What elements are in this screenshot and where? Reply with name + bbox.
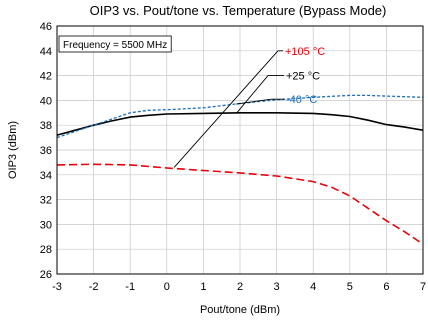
- legend-leader-0: [173, 50, 283, 168]
- legend: +105 °C +25 °C -40 °C: [173, 46, 325, 168]
- y-tick-label: 36: [40, 145, 52, 157]
- legend-leader-1: [235, 75, 284, 114]
- x-tick-label: 3: [274, 281, 280, 293]
- plot-frame: [56, 25, 424, 275]
- x-tick-label: 7: [420, 281, 426, 293]
- chart-title: OIP3 vs. Pout/tone vs. Temperature (Bypa…: [90, 3, 387, 18]
- frequency-annotation: Frequency = 5500 MHz: [58, 35, 172, 53]
- legend-leader-2: [236, 98, 284, 105]
- y-tick-label: 42: [40, 71, 52, 83]
- x-tick-label: 6: [383, 281, 389, 293]
- y-tick-label: 46: [40, 21, 52, 33]
- y-tick-labels: 26 28 30 32 34 36 38 40 42 44 46: [40, 21, 52, 281]
- x-tick-label: -1: [125, 281, 135, 293]
- series-line-2: [56, 94, 424, 139]
- x-tick-label: 2: [237, 281, 243, 293]
- x-tick-label: 0: [164, 281, 170, 293]
- x-axis-title: Pout/tone (dBm): [200, 304, 280, 316]
- legend-entry-1: +25 °C: [286, 71, 320, 83]
- annotation-box: [58, 35, 172, 53]
- legend-entry-0: +105 °C: [285, 46, 325, 58]
- series-line-1: [56, 112, 424, 136]
- y-tick-label: 32: [40, 195, 52, 207]
- x-tick-label: -3: [52, 281, 62, 293]
- grid-lines: [56, 25, 424, 275]
- series-line-0: [56, 163, 424, 245]
- x-tick-label: -2: [89, 281, 99, 293]
- y-tick-label: 26: [40, 269, 52, 281]
- y-tick-label: 38: [40, 120, 52, 132]
- annotation-text: Frequency = 5500 MHz: [63, 40, 167, 51]
- y-tick-label: 30: [40, 219, 52, 231]
- x-tick-label: 4: [310, 281, 316, 293]
- x-tick-label: 5: [347, 281, 353, 293]
- legend-entry-2: -40 °C: [286, 94, 317, 106]
- series-layer: [56, 94, 424, 245]
- y-tick-label: 34: [40, 170, 52, 182]
- x-tick-label: 1: [200, 281, 206, 293]
- x-tick-labels: -3 -2 -1 0 1 2 3 4 5 6 7: [52, 281, 426, 293]
- y-tick-label: 28: [40, 244, 52, 256]
- y-axis-title: OIP3 (dBm): [7, 121, 19, 179]
- y-tick-label: 44: [40, 46, 52, 58]
- y-tick-label: 40: [40, 95, 52, 107]
